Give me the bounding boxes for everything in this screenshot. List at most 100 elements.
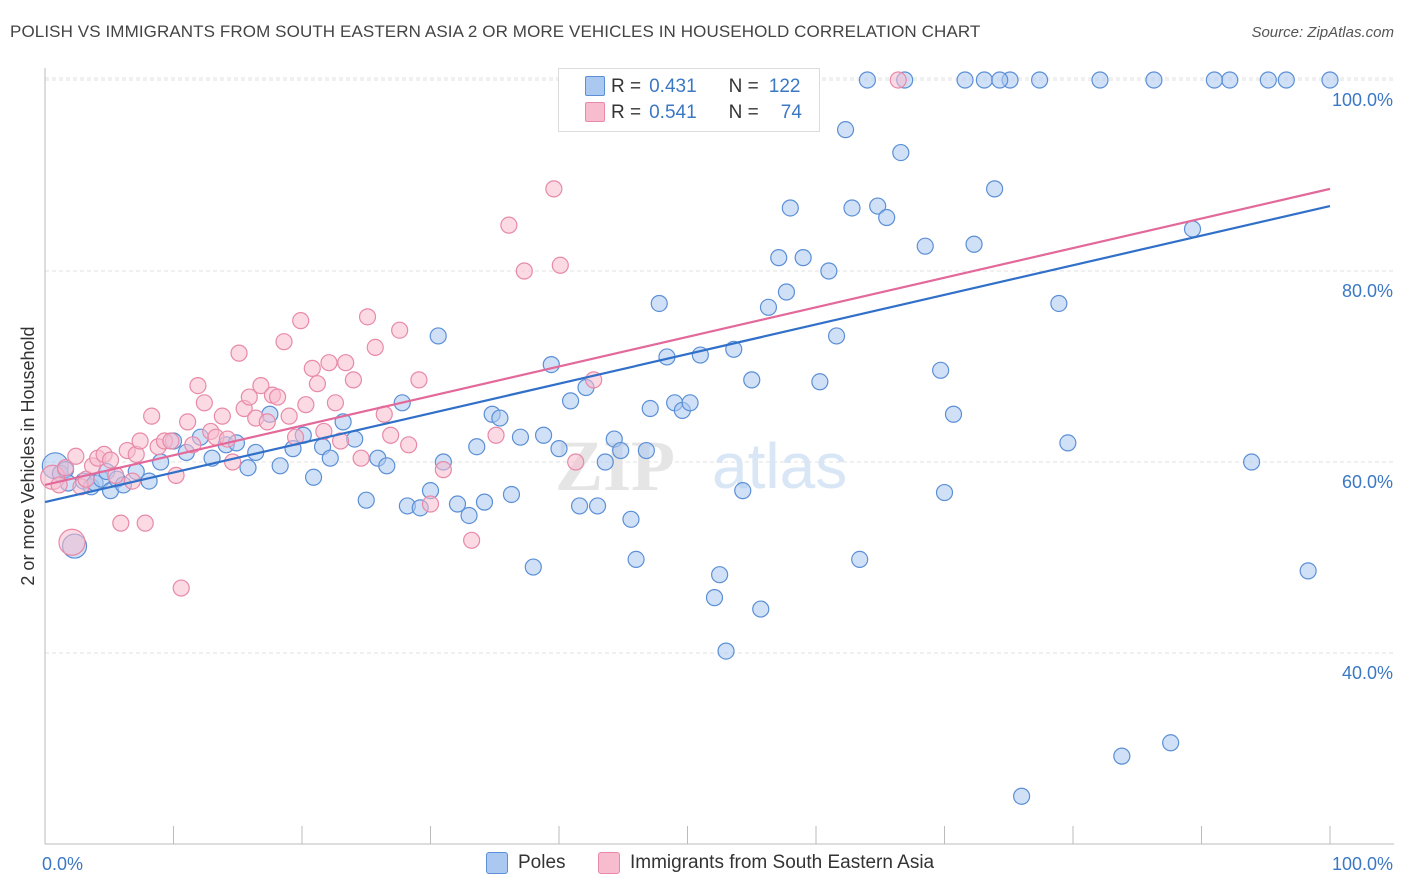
poles-point xyxy=(627,550,645,569)
immigrants-point xyxy=(275,333,293,351)
immigrants-point xyxy=(213,407,231,425)
poles-point xyxy=(965,235,983,253)
poles-point xyxy=(346,430,364,448)
legend-n-value: 122 xyxy=(768,76,801,97)
poles-point xyxy=(1091,71,1109,89)
poles-point xyxy=(588,497,607,515)
poles-point xyxy=(1205,71,1223,89)
poles-point xyxy=(827,327,846,345)
poles-point xyxy=(378,457,396,475)
legend-item-poles: Poles xyxy=(486,852,566,874)
legend-r-value: 0.541 xyxy=(649,102,697,123)
poles-point xyxy=(892,143,910,162)
immigrants-point xyxy=(352,449,370,467)
poles-point xyxy=(932,361,950,379)
chart-title: POLISH VS IMMIGRANTS FROM SOUTH EASTERN … xyxy=(10,22,981,41)
poles-point xyxy=(140,472,158,490)
immigrants-point xyxy=(358,308,377,326)
poles-point xyxy=(612,441,630,460)
poles-point xyxy=(986,180,1004,198)
y-axis-label: 2 or more Vehicles in Household xyxy=(18,326,38,585)
poles-point xyxy=(1050,294,1068,313)
immigrants-point xyxy=(297,396,315,414)
immigrants-point xyxy=(107,466,125,484)
poles-point xyxy=(681,394,699,412)
immigrants-point xyxy=(434,461,452,479)
poles-point xyxy=(1030,71,1049,89)
poles-point xyxy=(781,199,799,217)
immigrants-point xyxy=(230,344,248,362)
immigrants-point xyxy=(487,426,505,444)
poles-point xyxy=(1277,71,1295,89)
poles-point xyxy=(705,589,724,607)
poles-point xyxy=(460,506,478,525)
poles-point xyxy=(811,373,829,391)
legend-n-label: N = xyxy=(728,76,759,97)
poles-point xyxy=(475,493,494,511)
immigrants-point xyxy=(326,394,345,412)
legend-r-value: 0.431 xyxy=(649,76,697,97)
immigrants-point xyxy=(268,388,287,406)
poles-point xyxy=(858,71,877,89)
poles-point xyxy=(794,249,812,267)
immigrants-point xyxy=(545,180,563,198)
immigrants-point xyxy=(400,436,418,454)
poles-point xyxy=(843,199,861,217)
immigrants-point xyxy=(179,413,197,431)
poles-point xyxy=(561,392,580,410)
legend-row-immigrants: R = 0.541 N = 74 xyxy=(585,100,802,126)
legend-row-poles: R = 0.431 N = 122 xyxy=(585,74,801,100)
poles-point xyxy=(271,457,289,475)
poles-point xyxy=(468,438,486,456)
immigrants-point xyxy=(320,354,338,372)
poles-point xyxy=(1299,562,1317,580)
poles-point xyxy=(878,208,896,227)
immigrants-point xyxy=(112,514,130,532)
immigrants-point xyxy=(195,394,213,412)
poles-point xyxy=(650,294,668,313)
immigrants-point xyxy=(162,432,180,450)
immigrants-point xyxy=(224,453,242,471)
immigrants-swatch-icon xyxy=(598,852,620,874)
poles-trend-line xyxy=(44,204,1331,504)
immigrants-swatch-icon xyxy=(585,102,605,122)
legend-r-label: R = xyxy=(611,102,642,123)
immigrants-point xyxy=(184,436,202,454)
poles-point xyxy=(641,399,659,418)
legend-n-value: 74 xyxy=(780,102,802,123)
y-tick-label: 100.0% xyxy=(1332,90,1393,110)
poles-point xyxy=(622,510,640,528)
poles-point xyxy=(734,482,752,500)
x-tick-label: 0.0% xyxy=(42,854,83,874)
poles-point xyxy=(570,497,589,515)
immigrants-point xyxy=(515,262,533,280)
poles-point xyxy=(524,558,542,576)
immigrants-point xyxy=(280,407,298,425)
immigrants-point xyxy=(551,256,569,274)
poles-point xyxy=(935,483,954,502)
poles-point xyxy=(711,566,729,584)
y-tick-label: 80.0% xyxy=(1342,281,1393,301)
immigrants-point xyxy=(889,71,907,89)
immigrants-point xyxy=(292,312,310,330)
immigrants-point xyxy=(315,422,333,441)
immigrants-point xyxy=(131,432,149,450)
immigrants-point xyxy=(567,453,585,471)
immigrants-point xyxy=(143,407,161,425)
immigrants-point xyxy=(258,413,276,431)
poles-point xyxy=(1162,734,1180,752)
poles-point xyxy=(991,71,1009,89)
legend-r-label: R = xyxy=(611,76,642,97)
immigrants-point xyxy=(67,447,85,465)
immigrants-point xyxy=(136,514,154,532)
legend-n-label: N = xyxy=(728,102,759,123)
immigrants-point xyxy=(172,579,190,597)
legend-label-immigrants: Immigrants from South Eastern Asia xyxy=(630,852,935,873)
immigrants-point xyxy=(101,451,120,469)
poles-point xyxy=(1221,71,1239,89)
poles-point xyxy=(820,262,838,280)
immigrants-trend-line xyxy=(44,187,1331,486)
poles-point xyxy=(429,327,447,345)
immigrants-point xyxy=(58,528,86,556)
